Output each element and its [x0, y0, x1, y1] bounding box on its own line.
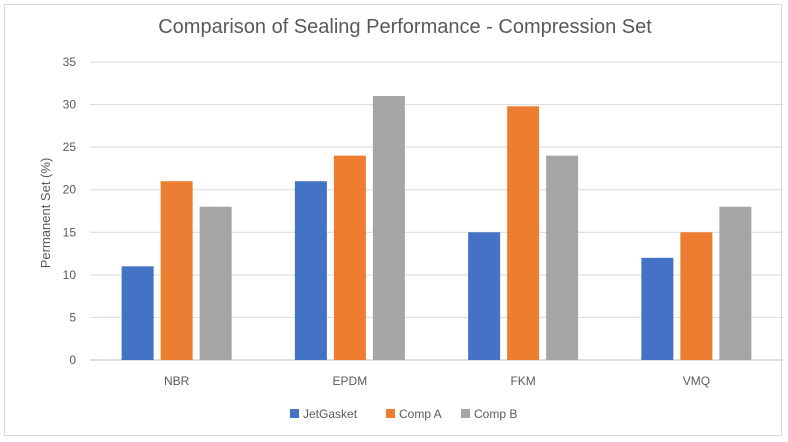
legend-swatch [386, 409, 395, 418]
bar-jetgasket-fkm [468, 232, 501, 360]
bar-jetgasket-nbr [121, 266, 154, 360]
y-tick-label: 10 [63, 268, 77, 282]
legend-item: Comp A [386, 407, 442, 421]
bar-comp-a-nbr [160, 181, 193, 360]
bar-comp-a-fkm [507, 106, 540, 360]
legend-swatch [461, 409, 470, 418]
y-tick-label: 0 [69, 353, 76, 367]
bar-comp-b-vmq [719, 206, 752, 360]
y-tick-label: 30 [63, 98, 77, 112]
bar-comp-b-epdm [372, 96, 405, 361]
bar-comp-b-fkm [546, 155, 579, 360]
x-tick-label: FKM [510, 374, 535, 388]
bar-comp-b-nbr [199, 206, 232, 360]
y-tick-label: 20 [63, 183, 77, 197]
x-tick-label: NBR [164, 374, 190, 388]
bar-jetgasket-epdm [294, 181, 327, 360]
legend-swatch [290, 409, 299, 418]
legend-item: Comp B [461, 407, 517, 421]
legend: JetGasket Comp A Comp B [290, 407, 517, 421]
bar-comp-a-vmq [680, 232, 713, 360]
x-axis-ticks: NBR EPDM FKM VMQ [164, 374, 710, 388]
legend-label: Comp B [474, 407, 517, 421]
legend-label: JetGasket [303, 407, 358, 421]
y-tick-label: 15 [63, 225, 77, 239]
y-tick-label: 35 [63, 55, 77, 69]
bars [121, 96, 752, 361]
y-tick-label: 5 [69, 310, 76, 324]
y-tick-label: 25 [63, 140, 77, 154]
legend-label: Comp A [399, 407, 442, 421]
y-axis-ticks: 0 5 10 15 20 25 30 35 [63, 55, 77, 367]
legend-item: JetGasket [290, 407, 358, 421]
y-axis-label: Permanent Set (%) [38, 158, 53, 269]
bar-comp-a-epdm [333, 155, 366, 360]
x-tick-label: VMQ [683, 374, 710, 388]
bar-jetgasket-vmq [641, 257, 674, 360]
chart-title: Comparison of Sealing Performance - Comp… [158, 16, 652, 38]
gridlines [90, 61, 783, 361]
x-tick-label: EPDM [333, 374, 368, 388]
